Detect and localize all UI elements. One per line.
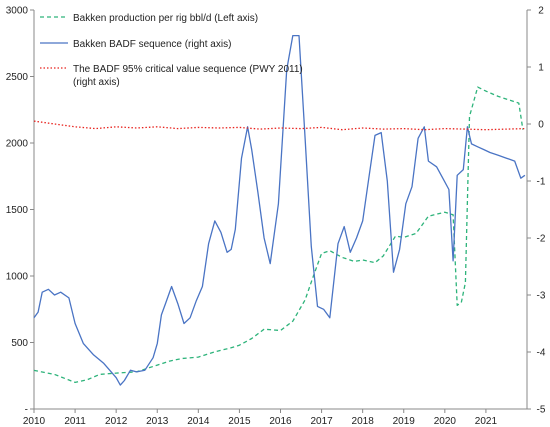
ticks: 2010 2011 2012 2013 2014 2015 2016 2017 2018 2019…	[6, 6, 546, 427]
series-critical-line	[33, 120, 525, 131]
x-tick-label: 2021	[475, 416, 498, 427]
plot-area	[33, 34, 526, 386]
right-tick-label: -4	[537, 348, 546, 359]
right-tick-label: -1	[537, 177, 546, 188]
legend-label-critical-line1: The BADF 95% critical value sequence (PW…	[73, 64, 303, 75]
x-tick-label: 2015	[228, 416, 251, 427]
series-production-line	[33, 86, 524, 384]
legend-label-critical: The BADF 95% critical value sequence (PW…	[73, 64, 306, 88]
legend-label-badf: Bakken BADF sequence (right axis)	[73, 39, 231, 50]
legend-label-critical-line2: (right axis)	[73, 77, 120, 88]
series-badf-line	[33, 34, 526, 386]
x-tick-label: 2016	[269, 416, 292, 427]
legend: Bakken production per rig bbl/d (Left ax…	[40, 13, 306, 88]
x-tick-label: 2012	[105, 416, 128, 427]
right-tick-label: 1	[538, 63, 544, 74]
left-tick-label: -	[25, 405, 28, 416]
x-tick-label: 2013	[146, 416, 169, 427]
right-tick-label: -3	[537, 291, 546, 302]
x-tick-label: 2014	[187, 416, 210, 427]
left-tick-label: 1000	[6, 272, 29, 283]
x-tick-label: 2020	[434, 416, 457, 427]
x-tick-label: 2010	[23, 416, 46, 427]
left-tick-label: 500	[11, 338, 28, 349]
x-tick-label: 2019	[393, 416, 416, 427]
right-tick-label: -2	[537, 234, 546, 245]
right-tick-label: 0	[538, 120, 544, 131]
x-tick-label: 2017	[310, 416, 333, 427]
x-tick-label: 2011	[64, 416, 86, 427]
left-tick-label: 2000	[6, 139, 29, 150]
right-tick-label: -5	[537, 405, 546, 416]
right-tick-label: 2	[538, 6, 544, 17]
left-tick-label: 3000	[6, 6, 29, 17]
left-tick-label: 2500	[6, 72, 29, 83]
legend-label-production: Bakken production per rig bbl/d (Left ax…	[73, 13, 258, 24]
x-tick-label: 2018	[352, 416, 375, 427]
left-tick-label: 1500	[6, 205, 29, 216]
